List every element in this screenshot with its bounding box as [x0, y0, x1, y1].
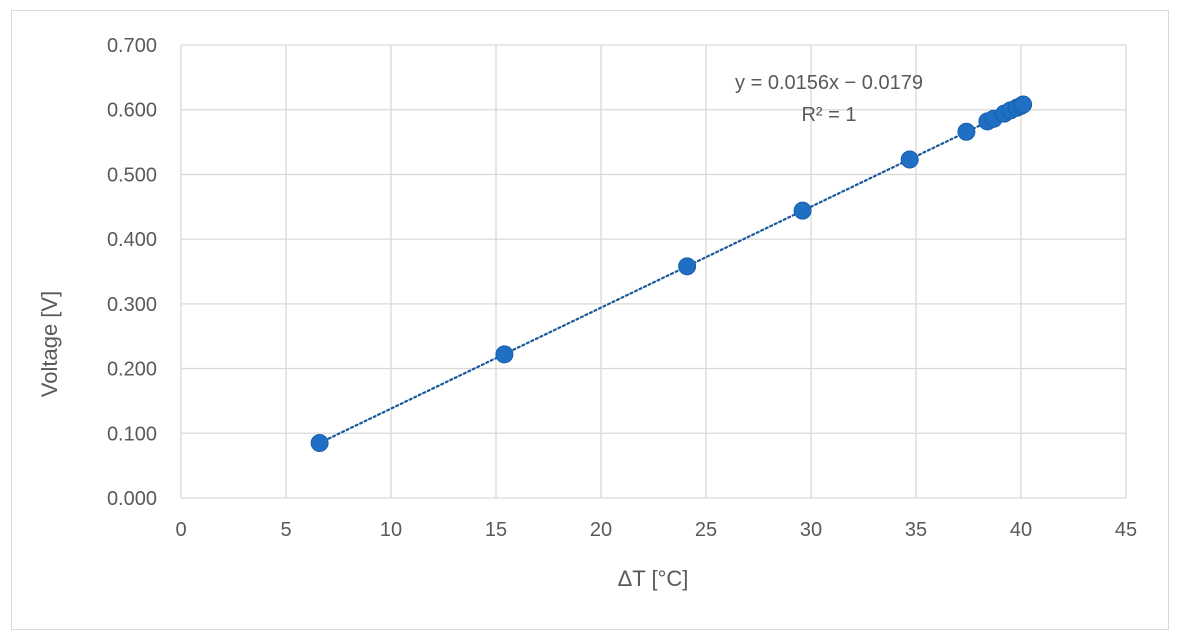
- y-tick-label: 0.500: [107, 164, 157, 186]
- y-axis-title: Voltage [V]: [37, 291, 62, 397]
- data-point: [678, 257, 697, 276]
- chart-svg: 0.000 0.100 0.200 0.300 0.400 0.500 0.600 0.700…: [37, 35, 1137, 591]
- y-tick-label: 0.700: [107, 35, 157, 57]
- y-tick-label: 0.400: [107, 229, 157, 251]
- x-tick-label: 40: [1010, 519, 1032, 541]
- chart-frame: 0.000 0.100 0.200 0.300 0.400 0.500 0.600 0.700…: [11, 10, 1169, 630]
- data-point: [793, 201, 812, 220]
- data-point: [495, 345, 514, 364]
- y-tick-label: 0.200: [107, 359, 157, 381]
- tick-labels: 0.000 0.100 0.200 0.300 0.400 0.500 0.600 0.700…: [107, 35, 1137, 541]
- y-tick-label: 0.600: [107, 100, 157, 122]
- trendline-r2: R² = 1: [801, 104, 856, 126]
- data-point: [900, 150, 919, 169]
- x-tick-label: 35: [905, 519, 927, 541]
- x-tick-label: 25: [695, 519, 717, 541]
- x-tick-label: 20: [590, 519, 612, 541]
- x-axis-title: ΔT [°C]: [618, 566, 689, 591]
- data-point: [1014, 95, 1033, 114]
- x-tick-label: 0: [175, 519, 186, 541]
- y-tick-label: 0.000: [107, 488, 157, 510]
- trendline-equation: y = 0.0156x − 0.0179: [735, 72, 923, 94]
- data-points: [310, 95, 1033, 452]
- x-tick-label: 10: [380, 519, 402, 541]
- data-point: [957, 122, 976, 141]
- data-point: [310, 433, 329, 452]
- y-tick-label: 0.300: [107, 294, 157, 316]
- x-tick-label: 45: [1115, 519, 1137, 541]
- x-tick-label: 5: [280, 519, 291, 541]
- x-tick-label: 30: [800, 519, 822, 541]
- grid-layer: [180, 44, 1127, 499]
- y-tick-label: 0.100: [107, 423, 157, 445]
- x-tick-label: 15: [485, 519, 507, 541]
